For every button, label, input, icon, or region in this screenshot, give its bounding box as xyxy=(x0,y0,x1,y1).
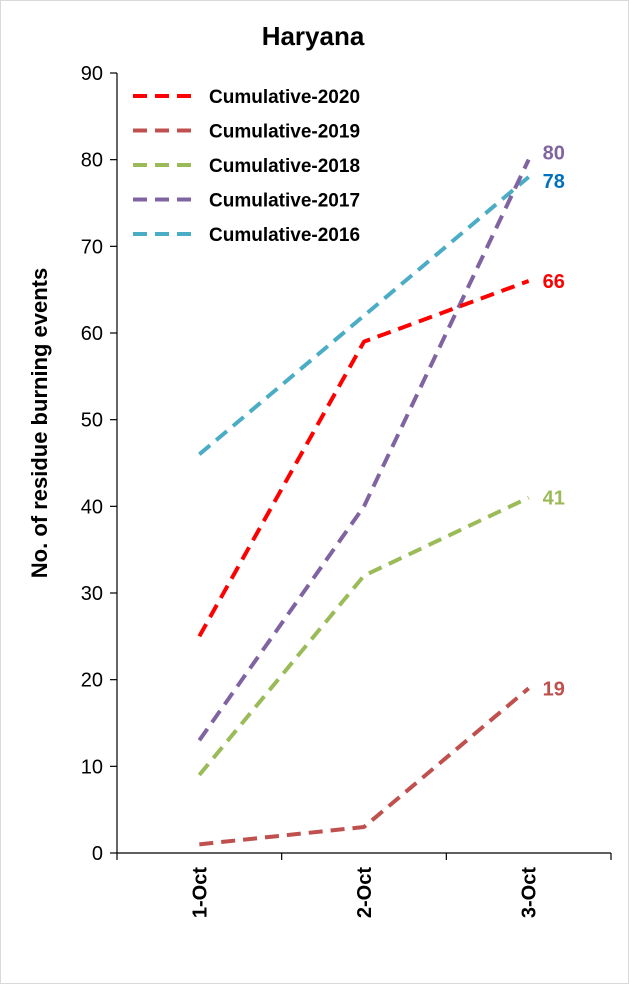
data-label-cumulative-2016: 78 xyxy=(543,171,565,193)
y-tick-label: 50 xyxy=(81,410,103,432)
x-tick-label: 2-Oct xyxy=(354,867,376,918)
x-tick-label: 1-Oct xyxy=(189,867,211,918)
series-line-cumulative-2019 xyxy=(199,686,530,847)
legend-label: Cumulative-2019 xyxy=(209,122,360,143)
y-tick-label: 40 xyxy=(81,496,103,518)
series-line-cumulative-2020 xyxy=(197,279,530,638)
y-tick-label: 30 xyxy=(81,583,103,605)
axes: 0 10 20 30 40 50 60 70 80 90 1-Oct 2-Oct 3-Oct xyxy=(81,63,612,918)
legend-label: Cumulative-2016 xyxy=(209,225,360,246)
chart-title: Haryana xyxy=(262,21,365,51)
series-layer xyxy=(197,158,531,847)
legend-label: Cumulative-2018 xyxy=(209,156,360,177)
y-tick-label: 20 xyxy=(81,670,103,692)
y-tick-label: 60 xyxy=(81,323,103,345)
data-label-cumulative-2020: 66 xyxy=(543,271,565,293)
series-line-cumulative-2016 xyxy=(198,175,530,456)
y-tick-label: 70 xyxy=(81,236,103,258)
legend-label: Cumulative-2017 xyxy=(209,191,360,212)
y-tick-label: 10 xyxy=(81,756,103,778)
series-line-cumulative-2017 xyxy=(197,158,531,742)
series-line-cumulative-2018 xyxy=(197,495,530,777)
data-label-cumulative-2019: 19 xyxy=(543,678,565,700)
x-tick-label: 3-Oct xyxy=(519,867,541,918)
data-label-cumulative-2018: 41 xyxy=(543,488,565,510)
legend-label: Cumulative-2020 xyxy=(209,87,360,108)
y-tick-label: 90 xyxy=(81,63,103,85)
y-axis-label: No. of residue burning events xyxy=(27,268,52,578)
y-tick-label: 80 xyxy=(81,150,103,172)
legend: Cumulative-2020 Cumulative-2019 Cumulative… xyxy=(133,87,360,246)
data-label-cumulative-2017: 80 xyxy=(543,143,565,165)
y-tick-label: 0 xyxy=(92,843,103,865)
data-labels: 66 19 41 80 78 xyxy=(543,143,565,701)
